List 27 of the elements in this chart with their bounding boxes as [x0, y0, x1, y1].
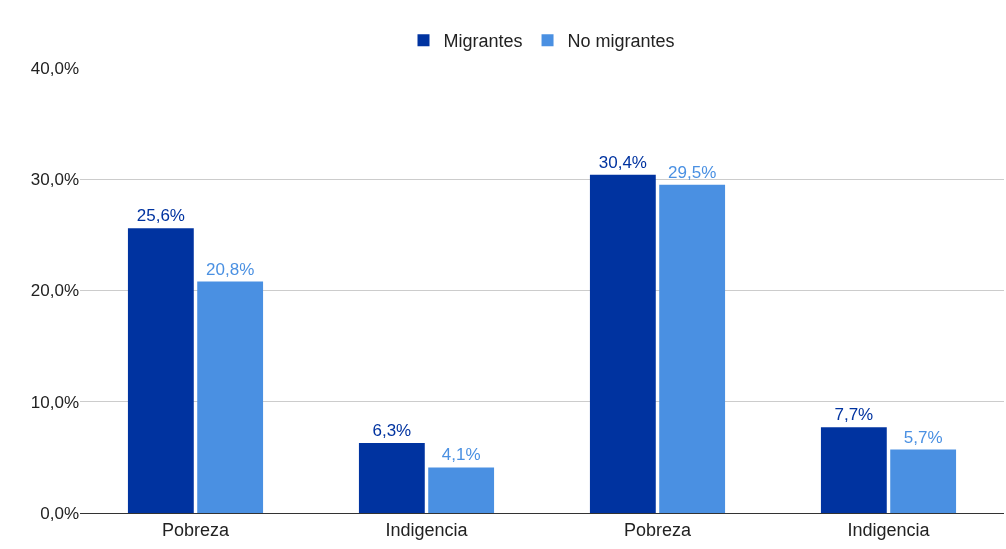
data-label: 25,6%	[136, 206, 185, 226]
data-label: 30,4%	[598, 152, 647, 172]
x-tick-label: Indigencia	[385, 519, 469, 540]
bar	[589, 174, 656, 513]
y-tick-label: 10,0%	[30, 392, 79, 412]
bar	[890, 449, 957, 513]
data-label: 5,7%	[903, 427, 943, 447]
y-tick-label: 40,0%	[30, 58, 79, 78]
x-tick-label: Pobreza	[161, 519, 231, 540]
legend-label: Migrantes	[443, 31, 523, 52]
bar	[428, 467, 495, 513]
data-label: 29,5%	[668, 162, 717, 182]
x-tick-label: Indigencia	[847, 519, 931, 540]
bar	[127, 228, 194, 513]
data-label: 20,8%	[206, 259, 255, 279]
bar	[659, 184, 726, 513]
legend-label: No migrantes	[567, 31, 675, 52]
y-tick-label: 20,0%	[30, 281, 79, 301]
bar	[197, 281, 264, 513]
bar	[358, 442, 425, 513]
data-label: 4,1%	[441, 445, 481, 465]
y-tick-label: 30,0%	[30, 170, 79, 190]
x-tick-label: Pobreza	[623, 519, 693, 540]
y-tick-label: 0,0%	[40, 503, 79, 523]
bar	[820, 427, 887, 513]
data-label: 6,3%	[372, 420, 412, 440]
data-label: 7,7%	[834, 405, 874, 425]
